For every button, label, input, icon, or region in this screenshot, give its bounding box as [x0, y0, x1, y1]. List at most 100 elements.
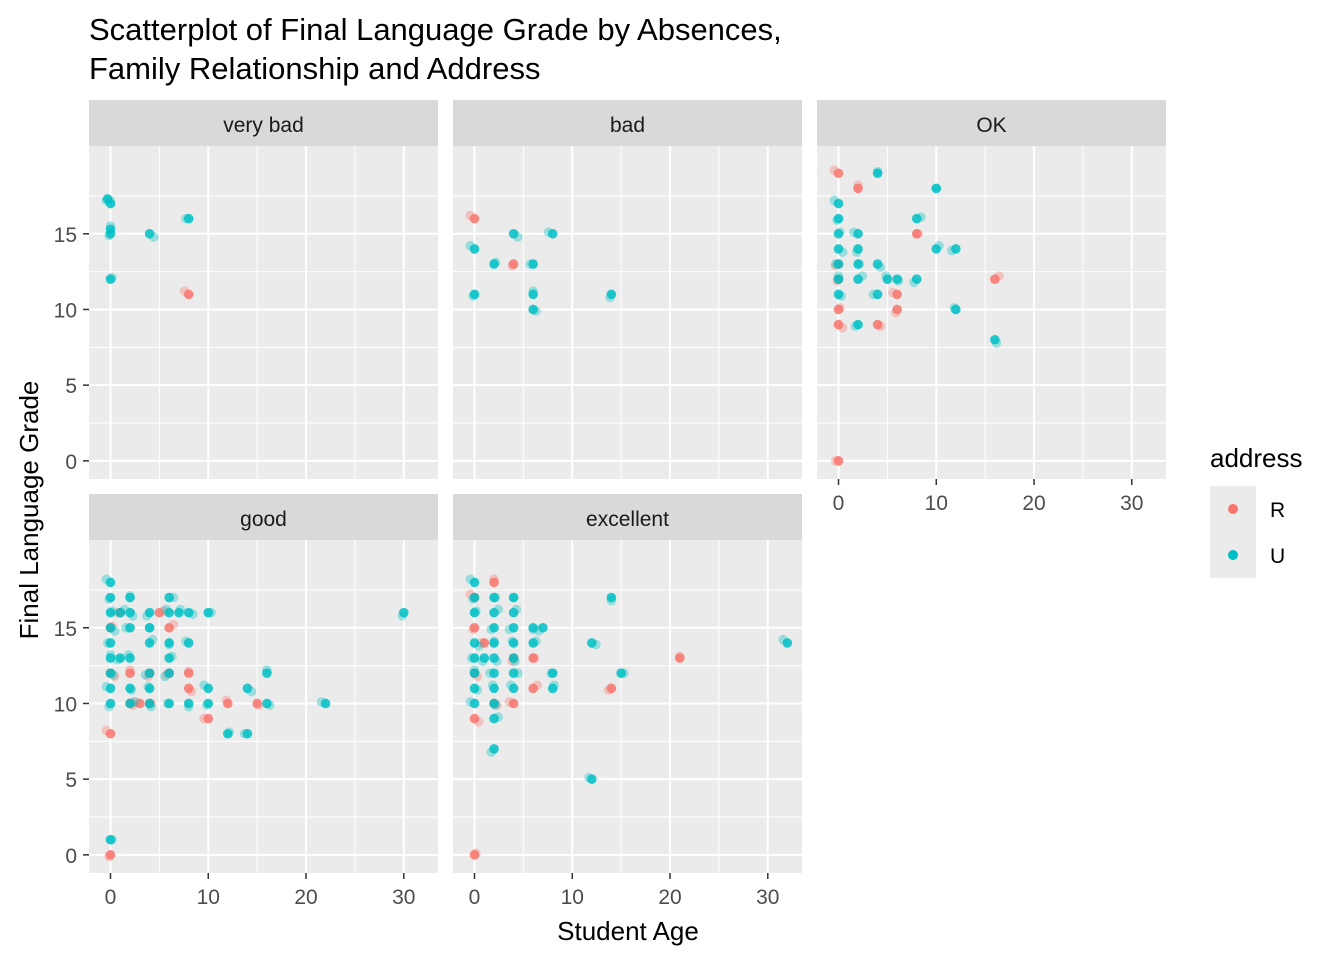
data-point-r [469, 622, 480, 633]
data-point-u [105, 607, 116, 618]
chart-title-line-2: Family Relationship and Address [89, 51, 540, 86]
data-point-u [587, 638, 597, 648]
data-point-u [469, 607, 480, 618]
strip-good [89, 494, 438, 540]
data-point-r [675, 653, 685, 663]
data-point-u [931, 183, 942, 194]
data-point-r [135, 698, 145, 709]
x-tick-label: 0 [105, 886, 117, 909]
data-point-r [508, 259, 519, 269]
data-point-u [469, 577, 480, 588]
data-point-u [115, 653, 126, 663]
data-point-r [223, 698, 233, 709]
data-point-u [115, 607, 126, 618]
data-point-r [853, 183, 863, 194]
data-point-u [469, 698, 480, 709]
data-point-u [587, 774, 597, 784]
chart-title-line-1: Scatterplot of Final Language Grade by A… [89, 12, 782, 47]
data-point-u [105, 653, 116, 663]
data-point-r [469, 713, 480, 724]
data-point-u [833, 228, 844, 239]
data-point-u [469, 668, 480, 678]
data-point-u [872, 289, 883, 300]
data-point-r [528, 683, 538, 694]
data-point-u [144, 228, 155, 239]
data-point-u [144, 638, 155, 648]
data-point-r [469, 850, 480, 860]
data-point-u [911, 213, 922, 224]
data-point-u [164, 698, 174, 709]
data-point-u [183, 213, 194, 224]
data-point-u [469, 653, 480, 663]
data-point-u [105, 592, 116, 603]
data-point-u [479, 653, 490, 663]
data-point-r [252, 698, 262, 709]
strip-label-very-bad: very bad [223, 114, 304, 137]
strip-label-excellent: excellent [586, 508, 669, 531]
data-point-u [102, 194, 113, 204]
panel-background-bad [453, 146, 802, 479]
panel-background-very-bad [89, 146, 438, 479]
data-point-u [144, 683, 155, 694]
data-point-u [616, 668, 626, 678]
data-point-r [479, 638, 490, 648]
data-point-u [469, 683, 480, 694]
data-point-u [489, 744, 499, 754]
data-point-u [398, 607, 409, 618]
panel-good: good 0 10 20 30 0 5 10 15 [54, 494, 438, 909]
data-point-u [125, 683, 135, 694]
panel-ok: OK 0 10 20 30 [817, 100, 1166, 515]
x-tick-label: 20 [294, 886, 317, 909]
data-point-r [469, 213, 480, 224]
data-point-r [154, 607, 165, 618]
data-point-r [528, 653, 538, 663]
data-point-r [105, 728, 116, 739]
data-point-u [489, 683, 499, 694]
strip-bad [453, 100, 802, 146]
legend-label-u: U [1270, 545, 1285, 568]
x-tick-label: 20 [658, 886, 681, 909]
y-tick-label: 15 [54, 618, 77, 641]
strip-very-bad [89, 100, 438, 146]
strip-label-bad: bad [610, 114, 645, 137]
data-point-u [853, 228, 863, 239]
x-tick-label: 10 [561, 886, 584, 909]
data-point-u [203, 683, 214, 694]
x-tick-label: 20 [1022, 492, 1045, 515]
data-point-u [853, 244, 863, 254]
data-point-u [105, 834, 116, 845]
data-point-r [183, 668, 194, 678]
data-point-u [833, 259, 844, 269]
data-point-u [164, 638, 174, 648]
data-point-u [105, 638, 116, 648]
data-point-u [833, 274, 844, 285]
y-tick-label: 0 [65, 845, 77, 868]
data-point-u [105, 683, 116, 694]
data-point-u [528, 289, 538, 300]
data-point-u [833, 198, 844, 209]
data-point-u [203, 607, 214, 618]
data-point-r [833, 304, 844, 315]
data-point-r [183, 683, 194, 694]
data-point-u [144, 622, 155, 633]
data-point-u [105, 274, 116, 285]
panel-bad: bad [453, 100, 802, 479]
data-point-u [164, 592, 174, 603]
data-point-u [105, 698, 116, 709]
data-point-u [872, 259, 883, 269]
x-tick-label: 10 [197, 886, 220, 909]
y-tick-label: 10 [54, 693, 77, 716]
data-point-u [242, 728, 253, 739]
panel-background-ok [817, 146, 1166, 479]
data-point-r [606, 683, 617, 694]
data-point-u [125, 653, 135, 663]
data-point-u [833, 244, 844, 254]
legend: address R U [1210, 443, 1303, 578]
x-tick-label: 30 [1120, 492, 1143, 515]
y-tick-label: 15 [54, 224, 77, 247]
data-point-r [911, 228, 922, 239]
y-tick-label: 5 [65, 769, 77, 792]
data-point-r [489, 577, 499, 588]
data-point-u [144, 698, 155, 709]
